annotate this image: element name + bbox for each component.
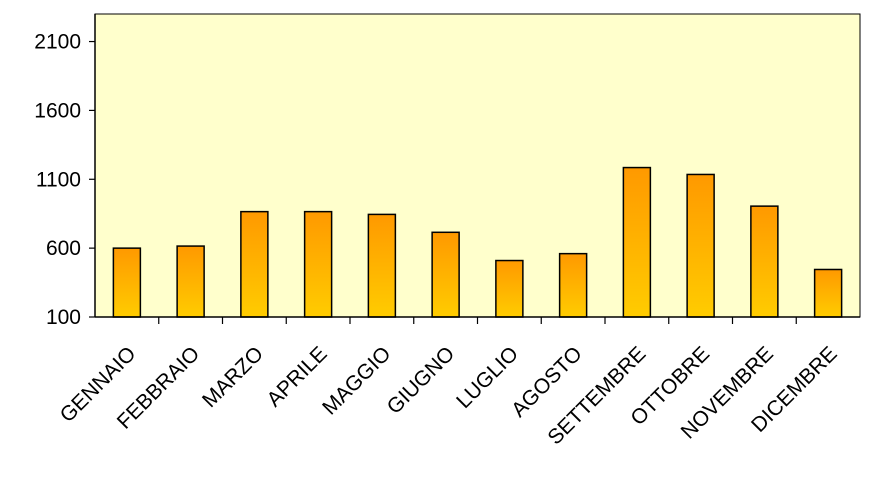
- bar-ottobre: [686, 173, 715, 318]
- bar-dicembre: [813, 268, 843, 318]
- y-tick-label: 1100: [36, 168, 81, 191]
- y-tick-label: 600: [46, 237, 81, 260]
- x-category-label: GIUGNO: [383, 342, 459, 418]
- bar-marzo: [240, 210, 269, 318]
- x-category-label: MAGGIO: [318, 342, 395, 419]
- bar-gennaio: [112, 247, 142, 318]
- bar-febbraio: [176, 245, 205, 318]
- bar-luglio: [495, 259, 524, 318]
- bars-group: [112, 166, 843, 318]
- plot-area: [94, 13, 861, 318]
- y-tick-label: 100: [46, 306, 81, 329]
- y-axis: 100 600 1100 1600 2100: [34, 14, 96, 329]
- y-tick-label: 2100: [34, 31, 81, 54]
- bar-settembre: [622, 166, 652, 318]
- bar-agosto: [558, 252, 588, 318]
- bar-giugno: [431, 231, 460, 318]
- bar-aprile: [303, 210, 333, 318]
- x-category-label: MARZO: [198, 342, 268, 412]
- y-tick-label: 1600: [34, 99, 81, 122]
- x-axis: GENNAIOFEBBRAIOMARZOAPRILEMAGGIOGIUGNOLU…: [56, 316, 860, 449]
- bar-maggio: [367, 213, 397, 318]
- bar-novembre: [750, 205, 779, 318]
